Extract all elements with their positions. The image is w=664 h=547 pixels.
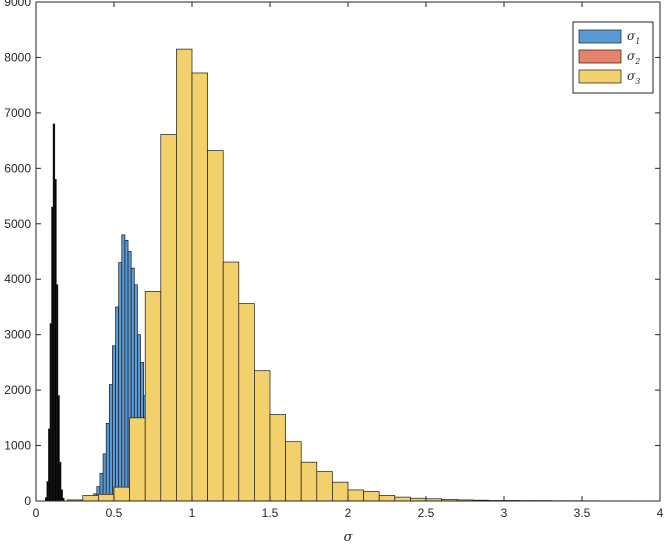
x-tick-label: 3.5 bbox=[574, 506, 591, 520]
histogram-bar bbox=[176, 48, 193, 502]
bars-layer bbox=[45, 48, 630, 502]
histogram-bar bbox=[144, 291, 162, 502]
ticks-layer: 0 0.5 1 1.5 2 2.5 3 3.5 4 0 1000 2000 3000 4000 5000 60… bbox=[4, 0, 663, 520]
histogram-bar bbox=[300, 461, 318, 502]
legend-label: σ2 bbox=[627, 49, 640, 66]
histogram-bar bbox=[113, 486, 130, 502]
histogram-bar bbox=[254, 370, 271, 502]
histogram-bar bbox=[118, 262, 123, 502]
y-tick-label: 4000 bbox=[4, 272, 31, 286]
histogram-bar bbox=[191, 72, 208, 502]
histogram-bar bbox=[124, 240, 129, 502]
y-tick-label: 0 bbox=[24, 494, 31, 508]
histogram-bar bbox=[82, 495, 99, 502]
histogram-bar bbox=[222, 261, 240, 502]
y-tick-label: 9000 bbox=[4, 0, 31, 9]
legend-swatch bbox=[578, 49, 622, 64]
legend[interactable]: σ1 σ2 σ3 bbox=[572, 21, 654, 94]
histogram-bar bbox=[98, 493, 115, 502]
histogram-bar bbox=[105, 423, 110, 502]
y-tick-label: 3000 bbox=[4, 328, 31, 342]
histogram-bar bbox=[129, 417, 146, 502]
series-3-bars bbox=[66, 48, 630, 502]
histogram-bar bbox=[160, 134, 177, 502]
x-tick-label: 2 bbox=[345, 506, 352, 520]
x-tick-label: 0.5 bbox=[106, 506, 123, 520]
y-tick-label: 1000 bbox=[4, 439, 31, 453]
histogram-bar bbox=[121, 234, 126, 502]
histogram-bar bbox=[347, 489, 364, 502]
histogram-bar bbox=[115, 306, 120, 502]
histogram-bar bbox=[269, 414, 286, 502]
y-tick-label: 2000 bbox=[4, 383, 31, 397]
x-tick-label: 1 bbox=[189, 506, 196, 520]
histogram-bar bbox=[363, 491, 380, 502]
y-tick-label: 6000 bbox=[4, 161, 31, 175]
legend-label: σ3 bbox=[627, 69, 640, 86]
y-tick-label: 5000 bbox=[4, 217, 31, 231]
histogram-bar bbox=[394, 496, 411, 502]
x-tick-label: 0 bbox=[33, 506, 40, 520]
y-tick-label: 7000 bbox=[4, 106, 31, 120]
y-tick-label: 8000 bbox=[4, 50, 31, 64]
x-tick-label: 1.5 bbox=[262, 506, 279, 520]
histogram-bar bbox=[112, 345, 116, 502]
histogram-bar bbox=[378, 495, 396, 502]
histogram-bar bbox=[102, 453, 107, 502]
histogram-bar bbox=[285, 441, 302, 502]
histogram-bar bbox=[108, 384, 113, 502]
legend-swatch bbox=[578, 29, 622, 44]
legend-swatch bbox=[578, 69, 622, 84]
histogram-bar bbox=[316, 471, 333, 502]
x-tick-label: 2.5 bbox=[418, 506, 435, 520]
legend-label: σ1 bbox=[627, 29, 640, 46]
histogram-bar bbox=[238, 303, 255, 502]
x-tick-label: 3 bbox=[501, 506, 508, 520]
x-axis-label: σ bbox=[344, 530, 354, 545]
histogram-bar bbox=[207, 150, 224, 502]
histogram-bar bbox=[332, 481, 349, 502]
x-tick-label: 4 bbox=[657, 506, 664, 520]
